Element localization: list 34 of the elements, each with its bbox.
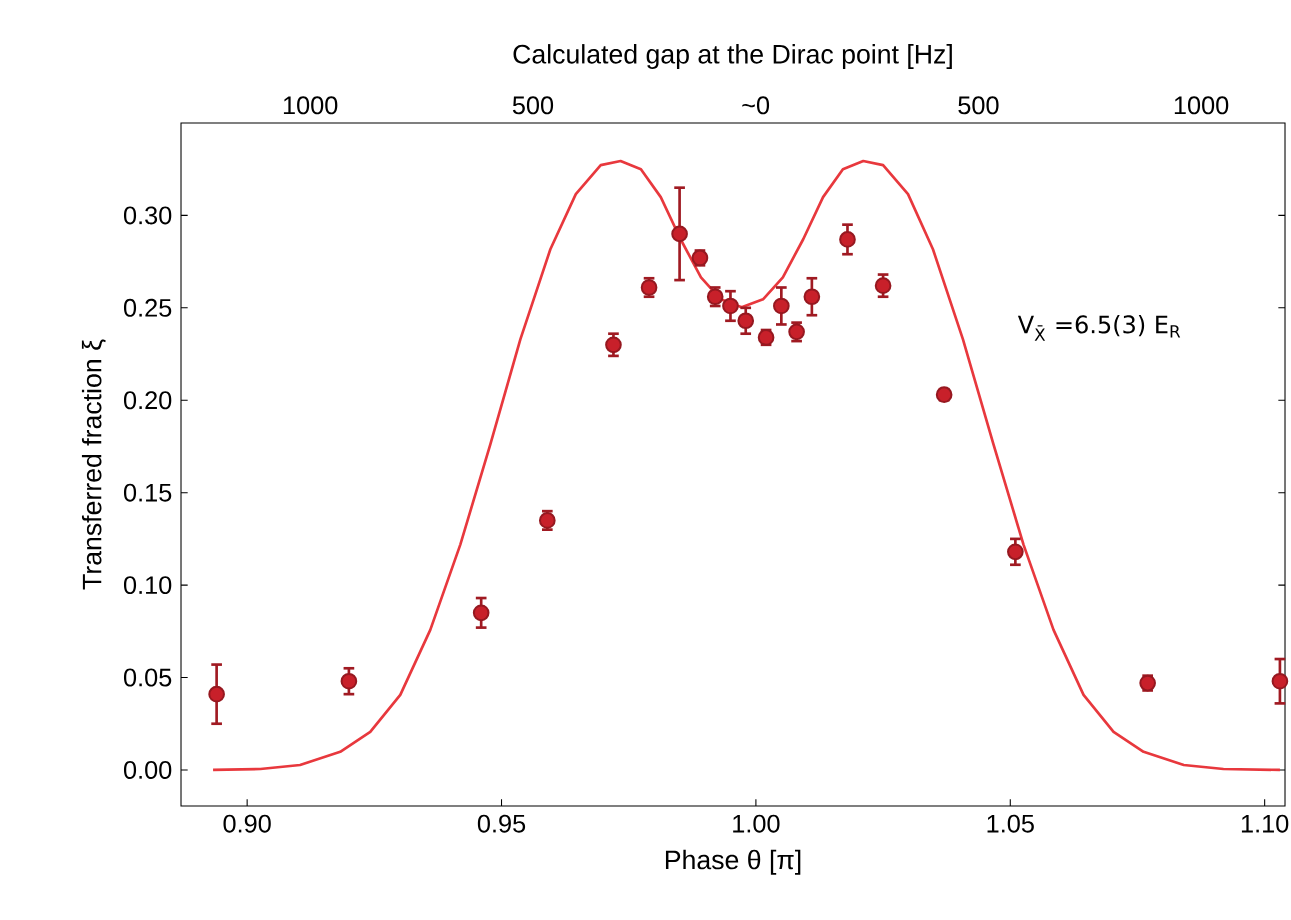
x-axis-title: Phase θ [π] xyxy=(665,849,801,875)
y-tick-label: 0.20 xyxy=(123,391,172,410)
point xyxy=(839,231,856,248)
x2-axis-title: Calculated gap at the Dirac point [Hz] xyxy=(513,44,952,69)
x-tick-label: 1.10 xyxy=(1241,814,1289,833)
text: 500 xyxy=(958,96,999,115)
y-tick-label: 0.30 xyxy=(123,206,172,225)
text: 1000 xyxy=(283,96,338,115)
x-tick-label: 1.05 xyxy=(987,814,1034,833)
y-tick-label: 0.15 xyxy=(123,483,172,502)
x-tick-label: 0.90 xyxy=(223,814,271,833)
text: 1000 xyxy=(1174,96,1229,115)
point xyxy=(605,336,622,354)
y-tick-label: 0.25 xyxy=(123,298,172,317)
point xyxy=(874,277,892,294)
annotation: V$_{X̄}$ =6.5(3) E$_{R}$ xyxy=(1017,314,1181,341)
point xyxy=(472,604,490,622)
point xyxy=(803,288,821,306)
x-tick-label: 0.95 xyxy=(477,814,526,833)
x-tick-label: 1.00 xyxy=(733,814,780,833)
y-tick-label: 0.10 xyxy=(123,576,172,595)
point xyxy=(208,685,225,703)
text: 500 xyxy=(512,96,554,115)
y-axis-title: Transferred fraction ξ xyxy=(81,339,106,590)
point xyxy=(773,297,790,315)
point xyxy=(722,297,739,315)
point xyxy=(340,672,358,690)
point xyxy=(1007,543,1024,561)
text: ~0 xyxy=(742,96,770,115)
point xyxy=(671,225,688,243)
y-tick-label: 0.00 xyxy=(123,760,172,779)
y-tick-label: 0.05 xyxy=(123,668,172,687)
point xyxy=(737,312,755,330)
line-series xyxy=(211,159,1282,772)
